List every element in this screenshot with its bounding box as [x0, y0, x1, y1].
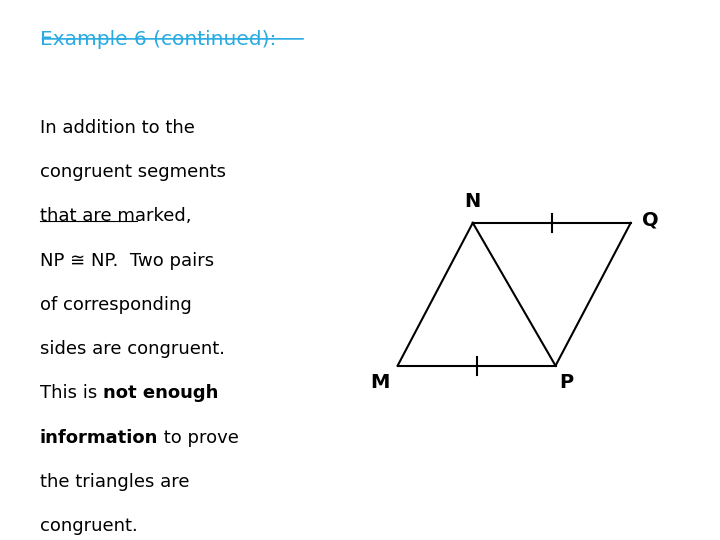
Text: N: N [464, 192, 481, 211]
Text: to prove: to prove [158, 429, 239, 447]
Text: Example 6 (continued):: Example 6 (continued): [40, 30, 276, 49]
Text: of corresponding: of corresponding [40, 296, 192, 314]
Text: M: M [370, 373, 390, 392]
Text: P: P [559, 373, 573, 392]
Text: information: information [40, 429, 158, 447]
Text: congruent segments: congruent segments [40, 163, 225, 181]
Text: This is: This is [40, 384, 102, 402]
Text: sides are congruent.: sides are congruent. [40, 340, 225, 358]
Text: congruent.: congruent. [40, 517, 138, 535]
Text: the triangles are: the triangles are [40, 473, 189, 491]
Text: Q: Q [642, 211, 659, 229]
Text: In addition to the: In addition to the [40, 119, 194, 137]
Text: NP ≅ NP.  Two pairs: NP ≅ NP. Two pairs [40, 252, 214, 269]
Text: that are marked,: that are marked, [40, 207, 191, 225]
Text: not enough: not enough [102, 384, 218, 402]
